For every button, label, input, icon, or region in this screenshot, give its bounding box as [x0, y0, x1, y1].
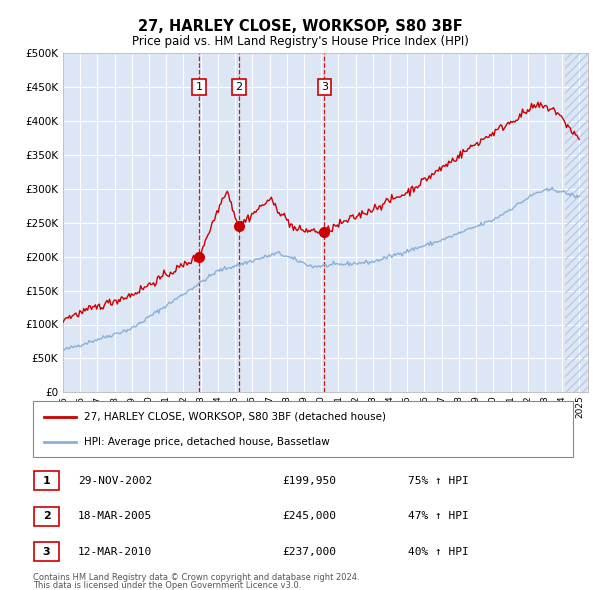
FancyBboxPatch shape: [34, 507, 59, 526]
Text: 27, HARLEY CLOSE, WORKSOP, S80 3BF: 27, HARLEY CLOSE, WORKSOP, S80 3BF: [137, 19, 463, 34]
Text: 2: 2: [43, 512, 50, 521]
Bar: [565, 53, 588, 392]
Text: Price paid vs. HM Land Registry's House Price Index (HPI): Price paid vs. HM Land Registry's House …: [131, 35, 469, 48]
Text: Contains HM Land Registry data © Crown copyright and database right 2024.: Contains HM Land Registry data © Crown c…: [33, 572, 359, 582]
Text: 1: 1: [196, 82, 203, 92]
FancyBboxPatch shape: [34, 471, 59, 490]
Text: 47% ↑ HPI: 47% ↑ HPI: [408, 512, 469, 521]
Text: £199,950: £199,950: [282, 476, 336, 486]
Text: 3: 3: [43, 547, 50, 556]
Text: 75% ↑ HPI: 75% ↑ HPI: [408, 476, 469, 486]
Text: 12-MAR-2010: 12-MAR-2010: [78, 547, 152, 556]
Text: This data is licensed under the Open Government Licence v3.0.: This data is licensed under the Open Gov…: [33, 581, 301, 590]
Text: 18-MAR-2005: 18-MAR-2005: [78, 512, 152, 521]
FancyBboxPatch shape: [34, 542, 59, 561]
Text: 29-NOV-2002: 29-NOV-2002: [78, 476, 152, 486]
Text: £245,000: £245,000: [282, 512, 336, 521]
Text: £237,000: £237,000: [282, 547, 336, 556]
Bar: [565, 53, 588, 392]
FancyBboxPatch shape: [33, 401, 573, 457]
Text: 27, HARLEY CLOSE, WORKSOP, S80 3BF (detached house): 27, HARLEY CLOSE, WORKSOP, S80 3BF (deta…: [84, 412, 386, 422]
Text: 1: 1: [43, 476, 50, 486]
Text: 40% ↑ HPI: 40% ↑ HPI: [408, 547, 469, 556]
Text: 3: 3: [321, 82, 328, 92]
Text: 2: 2: [235, 82, 242, 92]
Text: HPI: Average price, detached house, Bassetlaw: HPI: Average price, detached house, Bass…: [84, 437, 330, 447]
